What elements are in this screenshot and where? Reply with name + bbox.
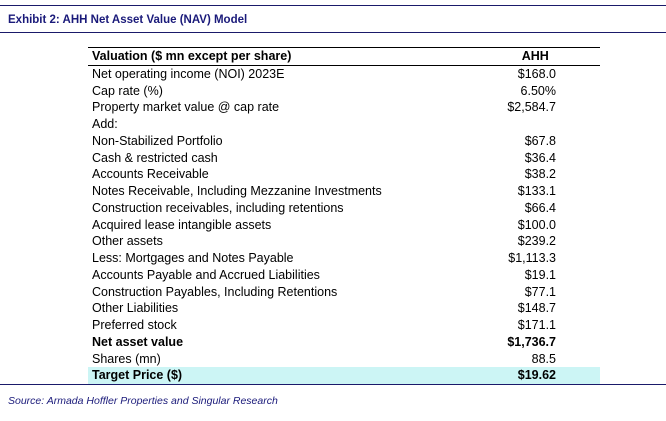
row-value: $168.0 xyxy=(517,66,556,81)
table-row: Less: Mortgages and Notes Payable $1,113… xyxy=(88,250,600,267)
table-header-row: Valuation ($ mn except per share) AHH xyxy=(88,47,600,66)
row-label: Shares (mn) xyxy=(92,351,161,366)
top-rule xyxy=(0,5,666,6)
source-note: Source: Armada Hoffler Properties and Si… xyxy=(8,395,278,407)
row-label: Accounts Payable and Accrued Liabilities xyxy=(92,267,320,282)
row-value: $19.62 xyxy=(474,367,600,386)
row-value: $133.1 xyxy=(517,184,556,198)
row-label: Construction Payables, Including Retenti… xyxy=(92,284,338,299)
table-row: Construction receivables, including rete… xyxy=(88,200,600,217)
net-asset-value-row: Net asset value $1,736.7 xyxy=(88,334,600,351)
row-value: $38.2 xyxy=(524,167,556,182)
bottom-rule xyxy=(0,384,666,385)
row-label: Less: Mortgages and Notes Payable xyxy=(92,251,294,265)
exhibit-title: Exhibit 2: AHH Net Asset Value (NAV) Mod… xyxy=(8,14,248,26)
row-value: $1,113.3 xyxy=(508,251,556,265)
table-row: Other Liabilities $148.7 xyxy=(88,300,600,317)
table-row: Non-Stabilized Portfolio $67.8 xyxy=(88,133,600,150)
table-row: Cash & restricted cash $36.4 xyxy=(88,150,600,167)
row-label: Accounts Receivable xyxy=(92,167,209,182)
row-label: Cap rate (%) xyxy=(92,83,163,98)
header-column-ahh: AHH xyxy=(474,47,600,66)
row-label: Cash & restricted cash xyxy=(92,150,218,165)
table-row: Net operating income (NOI) 2023E $168.0 xyxy=(88,65,600,82)
table-row: Shares (mn) 88.5 xyxy=(88,351,600,368)
table-row: Accounts Payable and Accrued Liabilities… xyxy=(88,267,600,284)
row-label: Target Price ($) xyxy=(88,367,475,386)
row-value: 88.5 xyxy=(531,351,556,366)
table-row: Preferred stock $171.1 xyxy=(88,317,600,334)
row-value: $77.1 xyxy=(524,284,556,299)
row-value: $171.1 xyxy=(517,318,556,332)
row-label: Property market value @ cap rate xyxy=(92,100,280,115)
table-row: Notes Receivable, Including Mezzanine In… xyxy=(88,183,600,200)
row-value: $1,736.7 xyxy=(507,334,556,349)
row-label: Acquired lease intangible assets xyxy=(92,217,272,232)
nav-model-table: Valuation ($ mn except per share) AHH Ne… xyxy=(88,47,600,386)
table-row: Property market value @ cap rate $2,584.… xyxy=(88,99,600,116)
row-label: Add: xyxy=(92,117,118,131)
row-label: Net asset value xyxy=(92,334,184,349)
header-label: Valuation ($ mn except per share) xyxy=(88,47,475,66)
row-value xyxy=(475,116,601,133)
row-value: $36.4 xyxy=(524,150,556,165)
row-label: Net operating income (NOI) 2023E xyxy=(92,66,285,81)
row-value: $67.8 xyxy=(524,133,556,148)
row-value: $2,584.7 xyxy=(507,100,556,115)
row-value: $239.2 xyxy=(517,234,556,249)
row-label: Notes Receivable, Including Mezzanine In… xyxy=(92,184,382,198)
row-label: Construction receivables, including rete… xyxy=(92,200,344,215)
row-value: 6.50% xyxy=(520,83,556,98)
row-value: $100.0 xyxy=(517,217,556,232)
row-value: $66.4 xyxy=(524,200,556,215)
table-row: Other assets $239.2 xyxy=(88,233,600,250)
target-price-row: Target Price ($) $19.62 xyxy=(88,367,600,386)
row-label: Other assets xyxy=(92,234,163,249)
table-row: Cap rate (%) 6.50% xyxy=(88,83,600,100)
row-value: $19.1 xyxy=(524,267,556,282)
row-value: $148.7 xyxy=(517,301,556,316)
title-rule xyxy=(0,32,666,33)
row-label: Non-Stabilized Portfolio xyxy=(92,133,223,148)
table-row: Construction Payables, Including Retenti… xyxy=(88,284,600,301)
row-label: Preferred stock xyxy=(92,318,177,332)
table-row: Add: xyxy=(88,116,600,133)
table-row: Acquired lease intangible assets $100.0 xyxy=(88,217,600,234)
table-row: Accounts Receivable $38.2 xyxy=(88,166,600,183)
row-label: Other Liabilities xyxy=(92,301,179,316)
